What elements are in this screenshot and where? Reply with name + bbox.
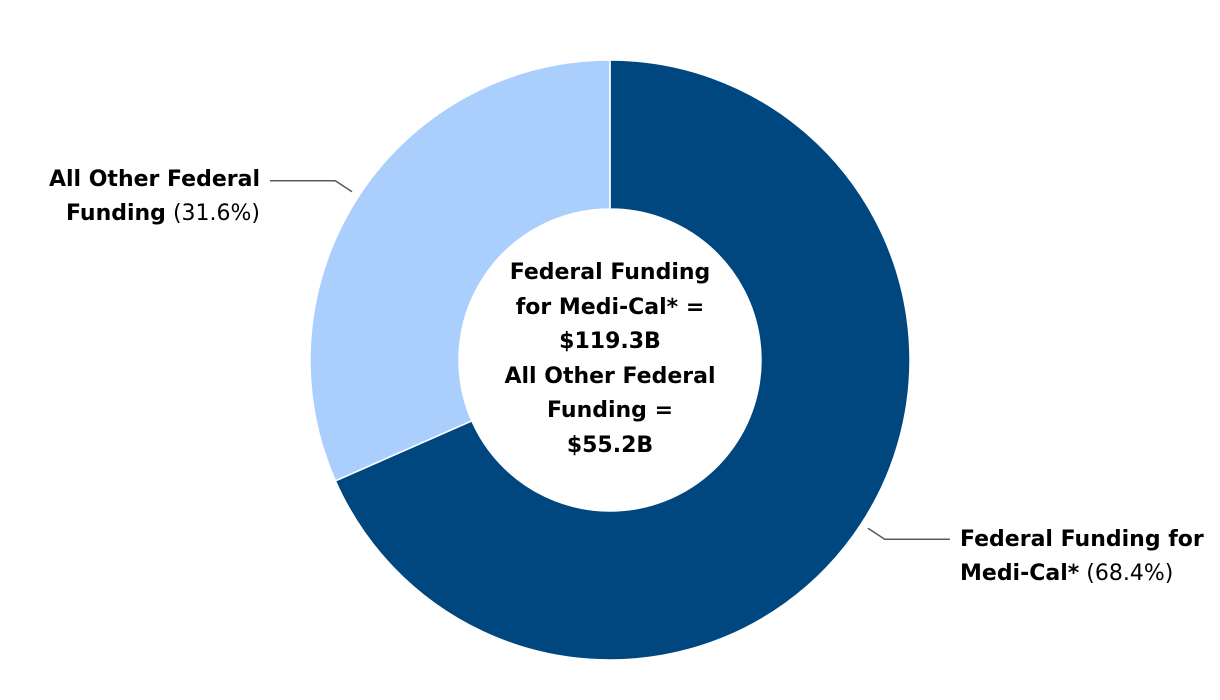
donut-slice-0 — [334, 59, 911, 661]
leader-line-1 — [270, 180, 353, 193]
center-line-1: Federal Funding — [509, 260, 711, 285]
center-line-3: $119.3B — [559, 329, 661, 354]
center-line-5: Funding = — [546, 398, 674, 423]
leader-line-0 — [867, 527, 950, 540]
center-line-2: for Medi-Cal* = — [515, 294, 705, 320]
donut-slice-1 — [309, 59, 611, 482]
label-all-other-line2: Funding — [65, 201, 166, 226]
center-line-6: $55.2B — [566, 432, 654, 458]
label-all-other-percent: (31.6%) — [172, 201, 260, 226]
label-medi-cal-line1: Federal Funding for — [960, 527, 1204, 552]
label-all-other-federal-funding: All Other Federal Funding (31.6%) — [0, 163, 260, 231]
label-medi-cal-line2: Medi-Cal* — [960, 561, 1080, 586]
label-federal-funding-medi-cal: Federal Funding for Medi-Cal* (68.4%) — [960, 523, 1220, 591]
label-medi-cal-percent: (68.4%) — [1086, 561, 1174, 586]
label-all-other-line1: All Other Federal — [48, 167, 260, 192]
center-line-4: All Other Federal — [504, 363, 716, 389]
donut-center-text: Federal Funding for Medi-Cal* = $119.3B … — [460, 256, 760, 463]
